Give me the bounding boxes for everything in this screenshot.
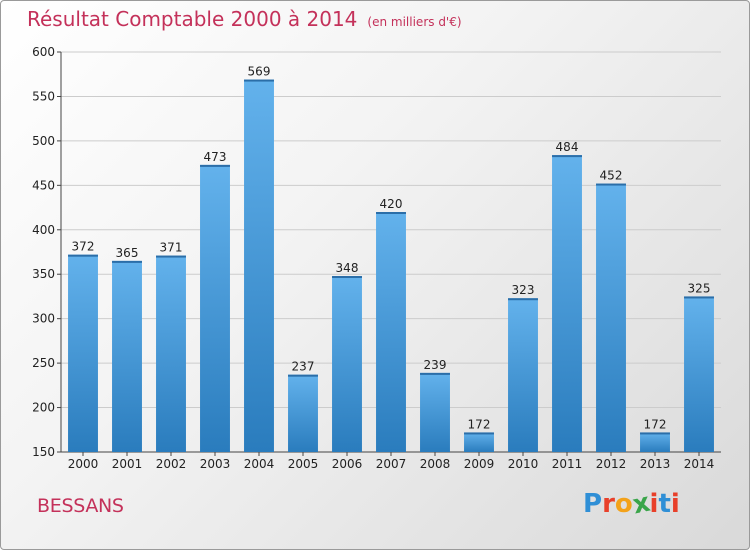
y-tick-label: 250 xyxy=(32,356,55,370)
bar-top-edge xyxy=(596,183,626,186)
bar-2001 xyxy=(112,260,142,452)
y-tick-label: 350 xyxy=(32,267,55,281)
value-label-2010: 323 xyxy=(512,283,535,297)
title-text: Résultat Comptable 2000 à 2014 xyxy=(27,7,358,31)
bar-top-edge xyxy=(640,432,670,435)
y-tick-label: 400 xyxy=(32,223,55,237)
value-label-2000: 372 xyxy=(72,240,95,254)
bar-2007 xyxy=(376,212,406,452)
value-label-2011: 484 xyxy=(556,140,579,154)
x-tick-label-2000: 2000 xyxy=(68,457,99,471)
bar-2008 xyxy=(420,372,450,452)
commune-name: BESSANS xyxy=(37,495,124,517)
x-tick-label-2014: 2014 xyxy=(684,457,715,471)
logo-letter: t xyxy=(658,489,671,519)
y-tick-label: 450 xyxy=(32,178,55,192)
x-tick-label-2007: 2007 xyxy=(376,457,407,471)
logo-letter: P xyxy=(583,489,603,519)
value-label-2009: 172 xyxy=(468,417,491,431)
value-label-2001: 365 xyxy=(116,246,139,260)
y-tick-label: 150 xyxy=(32,445,55,459)
chart-title: Résultat Comptable 2000 à 2014 (en millie… xyxy=(27,7,462,31)
bar-2014 xyxy=(684,296,714,452)
value-label-2013: 172 xyxy=(644,417,667,431)
bar-top-edge xyxy=(684,296,714,299)
bar-top-edge xyxy=(508,298,538,301)
bar-top-edge xyxy=(552,155,582,158)
bar-2013 xyxy=(640,432,670,452)
logo-letter: o xyxy=(614,489,633,519)
logo-letter: i xyxy=(649,489,659,519)
bar-2006 xyxy=(332,276,362,452)
axes: 150 200 250 300 350 400 450 500 550 600 2000 2001 20… xyxy=(32,45,721,471)
value-label-2008: 239 xyxy=(424,358,447,372)
value-label-2002: 371 xyxy=(160,241,183,255)
bar-top-edge xyxy=(332,276,362,278)
x-tick-label-2006: 2006 xyxy=(332,457,363,471)
value-labels: 372 365 371 473 569 237 348 420 239 172 323 484 452 1… xyxy=(72,65,711,432)
value-label-2003: 473 xyxy=(204,150,227,164)
bar-top-edge xyxy=(464,432,494,435)
bar-top-edge xyxy=(156,255,186,258)
bar-top-edge xyxy=(244,79,274,82)
value-label-2004: 569 xyxy=(248,65,271,79)
logo-letter: i xyxy=(670,489,680,519)
bar-top-edge xyxy=(68,254,98,257)
x-tick-label-2013: 2013 xyxy=(640,457,671,471)
bar-top-edge xyxy=(288,374,318,377)
logo-letter: r xyxy=(602,489,615,519)
bar-2002 xyxy=(156,255,186,452)
bar-2004 xyxy=(244,79,274,453)
bar-2000 xyxy=(68,254,98,452)
bar-top-edge xyxy=(376,212,406,214)
x-tick-label-2002: 2002 xyxy=(156,457,187,471)
y-tick-label: 550 xyxy=(32,89,55,103)
x-tick-label-2003: 2003 xyxy=(200,457,231,471)
bar-2011 xyxy=(552,155,582,452)
value-label-2005: 237 xyxy=(292,360,315,374)
y-tick-label: 300 xyxy=(32,312,55,326)
value-label-2012: 452 xyxy=(600,169,623,183)
value-label-2006: 348 xyxy=(336,261,359,275)
x-tick-label-2005: 2005 xyxy=(288,457,319,471)
x-tick-label-2008: 2008 xyxy=(420,457,451,471)
x-tick-label-2004: 2004 xyxy=(244,457,275,471)
x-tick-label-2010: 2010 xyxy=(508,457,539,471)
bars xyxy=(68,79,714,453)
bar-top-edge xyxy=(112,260,142,263)
y-tick-label: 200 xyxy=(32,401,55,415)
y-tick-label: 500 xyxy=(32,134,55,148)
bar-2012 xyxy=(596,183,626,453)
y-tick-label: 600 xyxy=(32,45,55,59)
x-tick-label-2012: 2012 xyxy=(596,457,627,471)
bar-2009 xyxy=(464,432,494,452)
value-label-2007: 420 xyxy=(380,197,403,211)
unit-text: (en milliers d'€) xyxy=(367,15,462,29)
x-tick-label-2001: 2001 xyxy=(112,457,143,471)
value-label-2014: 325 xyxy=(688,281,711,295)
bar-top-edge xyxy=(420,372,450,375)
bar-top-edge xyxy=(200,164,230,167)
x-tick-label-2011: 2011 xyxy=(552,457,583,471)
bar-2003 xyxy=(200,164,230,452)
bar-2010 xyxy=(508,298,538,452)
proxiti-logo: Proxiti xyxy=(583,488,680,521)
x-tick-label-2009: 2009 xyxy=(464,457,495,471)
bar-2005 xyxy=(288,374,318,452)
